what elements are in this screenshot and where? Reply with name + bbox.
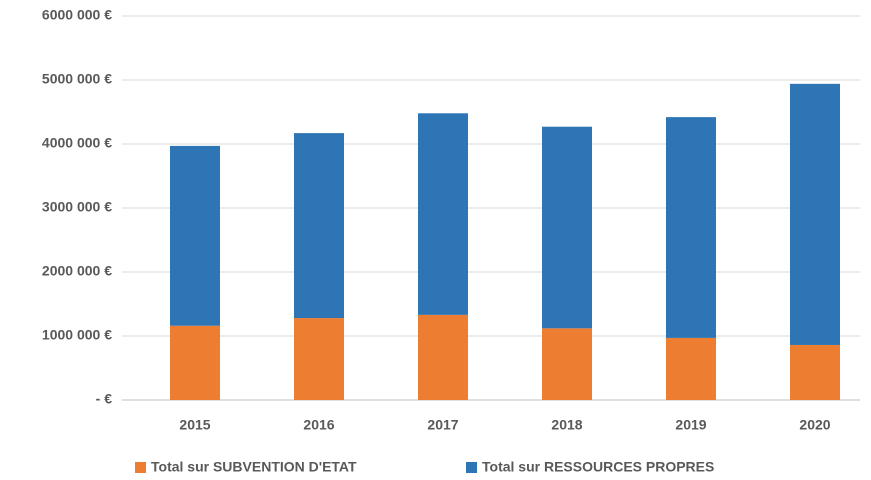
y-tick-label: - € (96, 391, 113, 407)
bar-segment (418, 113, 468, 315)
bar-segment (170, 325, 220, 400)
y-tick-label: 4000 000 € (42, 135, 112, 151)
x-tick-label: 2017 (427, 417, 458, 433)
x-tick-label: 2019 (675, 417, 706, 433)
y-tick-label: 1000 000 € (42, 327, 112, 343)
bar-segment (790, 83, 840, 345)
bar-segment (294, 133, 344, 319)
y-tick-label: 6000 000 € (42, 7, 112, 23)
legend-label: Total sur SUBVENTION D'ETAT (151, 459, 357, 475)
x-tick-label: 2018 (551, 417, 582, 433)
x-tick-label: 2015 (179, 417, 210, 433)
x-tick-label: 2020 (799, 417, 830, 433)
y-tick-label: 3000 000 € (42, 199, 112, 215)
bar-segment (666, 337, 716, 400)
bar-segment (170, 145, 220, 326)
legend-label: Total sur RESSOURCES PROPRES (482, 459, 714, 475)
legend-swatch (466, 462, 477, 473)
x-tick-label: 2016 (303, 417, 334, 433)
bar-segment (542, 126, 592, 329)
bar-segment (418, 314, 468, 400)
y-tick-label: 5000 000 € (42, 71, 112, 87)
y-tick-label: 2000 000 € (42, 263, 112, 279)
bar-segment (666, 117, 716, 338)
bar-segment (294, 318, 344, 400)
legend-swatch (135, 462, 146, 473)
bar-segment (790, 344, 840, 400)
bar-segment (542, 328, 592, 400)
